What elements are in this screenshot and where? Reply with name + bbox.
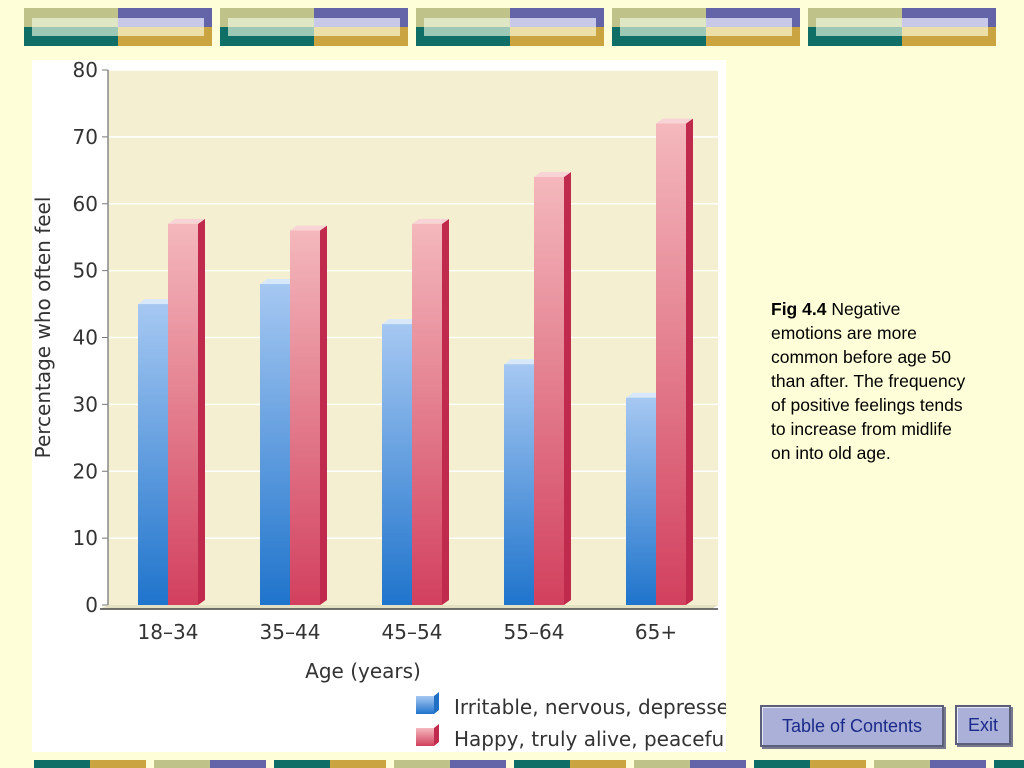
bar-top [290, 225, 327, 231]
header-tile [612, 8, 800, 46]
legend-swatch [416, 728, 434, 746]
bar-top [412, 218, 449, 224]
bar-side [564, 172, 571, 605]
bar-top [168, 218, 205, 224]
bar-irritable [260, 284, 290, 605]
bar-side [442, 218, 449, 605]
caption-text: Negative emotions are more common before… [771, 299, 966, 463]
bar-side [686, 118, 693, 605]
bar-side [198, 218, 205, 605]
footer-segment [930, 760, 986, 768]
y-tick-label: 70 [73, 125, 98, 149]
x-tick-label: 65+ [635, 620, 677, 644]
footer-segment [754, 760, 810, 768]
legend-label: Irritable, nervous, depressed [454, 695, 726, 719]
legend-swatch-side [434, 692, 439, 714]
exit-button[interactable]: Exit [955, 705, 1011, 745]
footer-segment [90, 760, 146, 768]
bar-chart: 0 10 20 30 40 50 60 70 80 18–34 35–44 45–54 55–64 65+… [32, 60, 726, 751]
footer-segment [634, 760, 690, 768]
footer-segment [450, 760, 506, 768]
bar-side [320, 225, 327, 605]
footer-segment [210, 760, 266, 768]
footer-segment [274, 760, 330, 768]
x-tick-label: 18–34 [138, 620, 199, 644]
bar-top [534, 172, 571, 177]
bar-happy [656, 123, 686, 605]
header-tile [220, 8, 408, 46]
footer-segment [810, 760, 866, 768]
header-tile [24, 8, 212, 46]
figure-caption: Fig 4.4 Negative emotions are more commo… [771, 297, 971, 465]
bar-irritable [504, 364, 534, 605]
footer-segment [394, 760, 450, 768]
x-tick-label: 55–64 [504, 620, 565, 644]
footer-segment [690, 760, 746, 768]
y-tick-label: 20 [73, 459, 98, 483]
legend-swatch-side [434, 724, 439, 746]
footer-segment [34, 760, 90, 768]
y-tick-label: 0 [85, 593, 98, 617]
y-tick-label: 80 [73, 60, 98, 82]
footer-segment [330, 760, 386, 768]
footer-segment [570, 760, 626, 768]
y-tick-label: 40 [73, 326, 98, 350]
x-tick-label: 35–44 [260, 620, 321, 644]
bar-top [626, 392, 663, 398]
legend-label: Happy, truly alive, peaceful [454, 727, 726, 751]
x-tick-label: 45–54 [382, 620, 443, 644]
chart-panel: 0 10 20 30 40 50 60 70 80 18–34 35–44 45–54 55–64 65+… [32, 60, 726, 752]
bar-top [138, 299, 175, 305]
bar-top [382, 319, 419, 325]
bar-happy [168, 223, 198, 605]
caption-label: Fig 4.4 [771, 299, 827, 319]
bar-happy [290, 230, 320, 605]
bar-happy [534, 177, 564, 605]
bar-happy [412, 223, 442, 605]
chart-floor [100, 605, 718, 609]
legend-swatch [416, 696, 434, 714]
bar-irritable [138, 304, 168, 605]
y-axis-title: Percentage who often feel [32, 197, 55, 459]
bar-top [504, 359, 541, 365]
header-tile [416, 8, 604, 46]
footer-segment [154, 760, 210, 768]
header-tile [808, 8, 996, 46]
bar-irritable [382, 324, 412, 605]
bar-top [656, 118, 693, 124]
bar-top [260, 279, 297, 284]
footer-segment [514, 760, 570, 768]
footer-segment [994, 760, 1024, 768]
y-tick-label: 30 [73, 392, 98, 416]
y-tick-label: 60 [73, 192, 98, 216]
y-tick-label: 10 [73, 526, 98, 550]
bar-irritable [626, 397, 656, 605]
x-axis-title: Age (years) [305, 659, 421, 683]
footer-segment [874, 760, 930, 768]
y-tick-label: 50 [73, 259, 98, 283]
table-of-contents-button[interactable]: Table of Contents [760, 705, 944, 747]
